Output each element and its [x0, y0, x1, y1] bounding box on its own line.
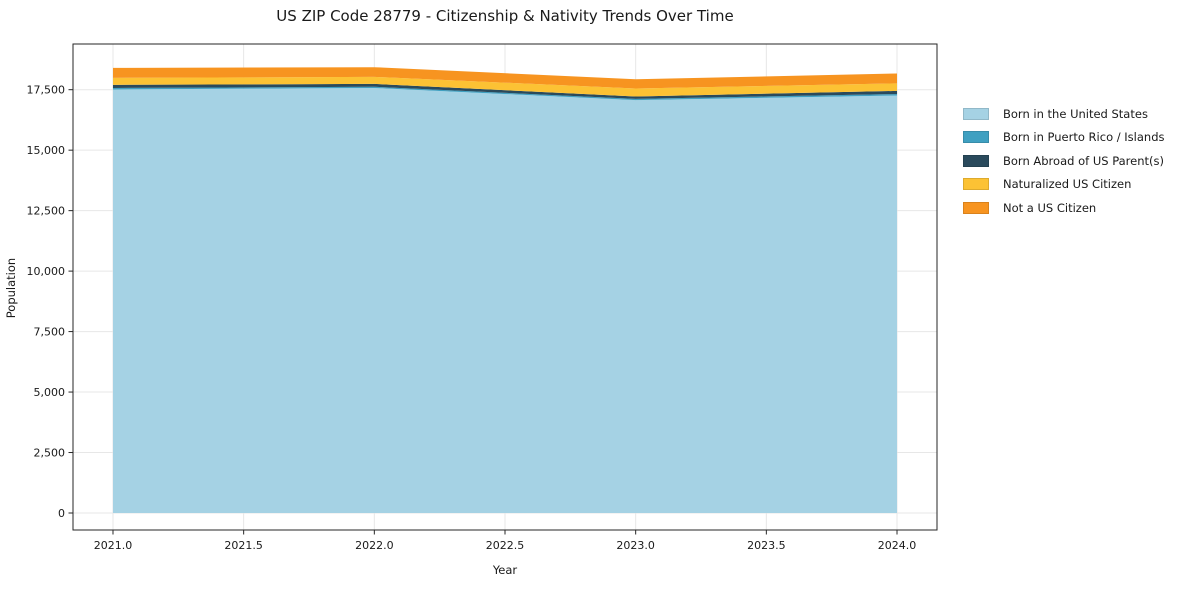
y-axis-label: Population — [4, 257, 18, 319]
legend-label: Born in the United States — [1003, 106, 1148, 121]
legend-item-born-us: Born in the United States — [963, 102, 1165, 126]
legend-swatch-icon — [963, 201, 989, 214]
svg-text:12,500: 12,500 — [27, 205, 66, 218]
svg-text:2022.5: 2022.5 — [486, 539, 525, 552]
svg-text:2023.5: 2023.5 — [747, 539, 786, 552]
legend-item-not-citizen: Not a US Citizen — [963, 196, 1165, 220]
svg-text:2023.0: 2023.0 — [616, 539, 655, 552]
legend-item-naturalized: Naturalized US Citizen — [963, 173, 1165, 197]
legend-label: Born Abroad of US Parent(s) — [1003, 153, 1164, 168]
svg-text:7,500: 7,500 — [34, 326, 66, 339]
svg-text:2021.5: 2021.5 — [224, 539, 263, 552]
legend-label: Born in Puerto Rico / Islands — [1003, 130, 1165, 145]
chart-title: US ZIP Code 28779 - Citizenship & Nativi… — [276, 7, 734, 25]
svg-text:0: 0 — [58, 507, 65, 520]
x-axis-label: Year — [492, 563, 518, 577]
legend-label: Not a US Citizen — [1003, 200, 1097, 215]
legend-swatch-icon — [963, 178, 989, 191]
svg-text:10,000: 10,000 — [27, 265, 66, 278]
legend-swatch-icon — [963, 107, 989, 120]
svg-text:2,500: 2,500 — [34, 447, 66, 460]
legend: Born in the United States Born in Puerto… — [963, 102, 1165, 220]
svg-text:2024.0: 2024.0 — [878, 539, 917, 552]
svg-text:15,000: 15,000 — [27, 144, 66, 157]
legend-swatch-icon — [963, 154, 989, 167]
legend-item-born-pr: Born in Puerto Rico / Islands — [963, 126, 1165, 150]
legend-item-born-abroad: Born Abroad of US Parent(s) — [963, 149, 1165, 173]
svg-text:5,000: 5,000 — [34, 386, 66, 399]
legend-swatch-icon — [963, 131, 989, 144]
svg-text:2022.0: 2022.0 — [355, 539, 394, 552]
svg-text:2021.0: 2021.0 — [94, 539, 133, 552]
legend-label: Naturalized US Citizen — [1003, 177, 1132, 192]
svg-text:17,500: 17,500 — [27, 84, 66, 97]
